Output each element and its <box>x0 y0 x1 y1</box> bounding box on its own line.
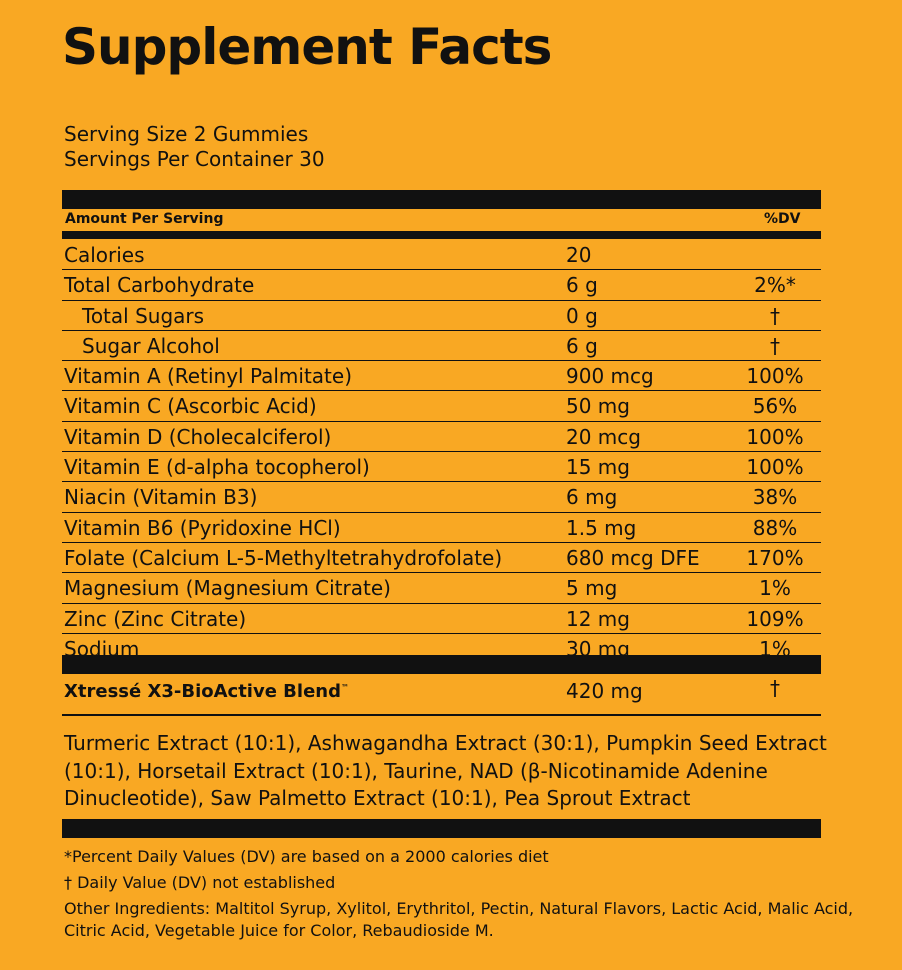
nutrient-name: Total Sugars <box>82 303 205 328</box>
table-row: Folate (Calcium L-5-Methyltetrahydrofola… <box>62 543 821 574</box>
servings-per-container: Servings Per Container 30 <box>64 147 325 171</box>
nutrient-dv: 1% <box>759 576 791 601</box>
nutrient-amount: 6 g <box>566 273 598 298</box>
blend-divider-bar <box>62 655 821 674</box>
nutrient-name: Vitamin A (Retinyl Palmitate) <box>64 364 352 389</box>
nutrient-dv: 100% <box>746 455 804 480</box>
blend-ingredients: Turmeric Extract (10:1), Ashwagandha Ext… <box>64 731 827 810</box>
table-row: Total Carbohydrate 6 g 2%* <box>62 270 821 301</box>
nutrient-dv: 56% <box>752 394 798 419</box>
percent-dv-footnote: *Percent Daily Values (DV) are based on … <box>64 847 549 866</box>
nutrient-dv: 100% <box>746 424 804 449</box>
table-row: Magnesium (Magnesium Citrate) 5 mg 1% <box>62 573 821 604</box>
nutrient-dv: 38% <box>752 485 798 510</box>
blend-name-text: Xtressé X3-BioActive Blend <box>64 681 341 702</box>
footer-divider-bar <box>62 819 821 838</box>
nutrient-dv: 109% <box>746 606 804 631</box>
table-row: Vitamin B6 (Pyridoxine HCl) 1.5 mg 88% <box>62 513 821 543</box>
blend-dv: † <box>770 676 780 700</box>
table-row: Vitamin A (Retinyl Palmitate) 900 mcg 100% <box>62 361 821 392</box>
nutrient-amount: 12 mg <box>566 606 630 631</box>
table-row: Zinc (Zinc Citrate) 12 mg 109% <box>62 604 821 634</box>
footnotes: *Percent Daily Values (DV) are based on … <box>64 846 854 942</box>
amount-per-serving-label: Amount Per Serving <box>65 211 224 227</box>
nutrient-name: Magnesium (Magnesium Citrate) <box>64 576 391 601</box>
nutrient-name: Vitamin C (Ascorbic Acid) <box>64 394 317 419</box>
table-row: Vitamin C (Ascorbic Acid) 50 mg 56% <box>62 391 821 422</box>
table-row: Sugar Alcohol 6 g † <box>62 331 821 362</box>
nutrient-dv: 100% <box>746 364 804 389</box>
dv-not-established-footnote: † Daily Value (DV) not established <box>64 873 336 892</box>
table-row: Vitamin D (Cholecalciferol) 20 mcg 100% <box>62 422 821 453</box>
nutrient-table: Calories 20 Total Carbohydrate 6 g 2%* Tota… <box>62 240 821 663</box>
blend-name: Xtressé X3-BioActive Blend™ <box>64 681 349 702</box>
trademark-symbol: ™ <box>340 683 349 692</box>
nutrient-amount: 680 mcg DFE <box>566 545 700 570</box>
nutrient-dv: 170% <box>746 545 804 570</box>
nutrient-name: Folate (Calcium L-5-Methyltetrahydrofola… <box>64 545 503 570</box>
nutrient-amount: 20 mcg <box>566 424 641 449</box>
table-row: Niacin (Vitamin B3) 6 mg 38% <box>62 482 821 513</box>
serving-size: Serving Size 2 Gummies <box>64 122 309 146</box>
top-divider-bar <box>62 190 821 209</box>
nutrient-name: Calories <box>64 243 145 267</box>
nutrient-dv: 88% <box>752 515 798 540</box>
other-ingredients: Other Ingredients: Maltitol Syrup, Xylit… <box>64 899 854 940</box>
nutrient-amount: 15 mg <box>566 455 630 480</box>
nutrient-dv: † <box>770 333 780 358</box>
nutrient-amount: 6 mg <box>566 485 618 510</box>
nutrient-name: Vitamin B6 (Pyridoxine HCl) <box>64 515 341 540</box>
nutrient-name: Niacin (Vitamin B3) <box>64 485 258 510</box>
blend-row: Xtressé X3-BioActive Blend™ 420 mg † <box>62 676 821 716</box>
header-divider-bar <box>62 231 821 239</box>
table-header: Amount Per Serving %DV <box>62 209 821 231</box>
table-row: Calories 20 <box>62 240 821 271</box>
dv-header-label: %DV <box>764 211 801 227</box>
nutrient-amount: 1.5 mg <box>566 515 637 540</box>
nutrient-amount: 20 <box>566 243 592 267</box>
nutrient-amount: 0 g <box>566 303 598 328</box>
blend-amount: 420 mg <box>566 679 643 703</box>
nutrient-amount: 50 mg <box>566 394 630 419</box>
nutrient-amount: 5 mg <box>566 576 618 601</box>
nutrient-name: Total Carbohydrate <box>64 273 255 298</box>
nutrient-name: Vitamin E (d-alpha tocopherol) <box>64 455 370 480</box>
nutrient-name: Zinc (Zinc Citrate) <box>64 606 247 631</box>
serving-info: Serving Size 2 Gummies Servings Per Cont… <box>64 122 325 172</box>
table-row: Total Sugars 0 g † <box>62 301 821 331</box>
nutrient-name: Sugar Alcohol <box>82 333 220 358</box>
table-row: Vitamin E (d-alpha tocopherol) 15 mg 100% <box>62 452 821 483</box>
nutrient-name: Vitamin D (Cholecalciferol) <box>64 424 332 449</box>
page-title: Supplement Facts <box>62 18 552 76</box>
nutrient-amount: 900 mcg <box>566 364 654 389</box>
nutrient-dv: 2%* <box>754 273 796 298</box>
nutrient-dv: † <box>770 303 780 328</box>
nutrient-amount: 6 g <box>566 333 598 358</box>
